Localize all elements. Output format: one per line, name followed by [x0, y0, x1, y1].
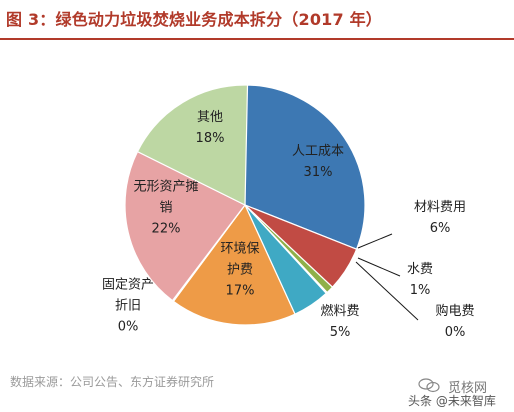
- slice-name-label-4: 购电费: [435, 303, 474, 319]
- slice-value-label-9: 18%: [196, 131, 225, 146]
- chat-bubble-icon: [418, 378, 440, 393]
- slice-name-label-7: 折旧: [115, 299, 141, 314]
- pie-slice-1: [244, 84, 366, 250]
- slice-value-label-4: 0%: [445, 325, 466, 340]
- slice-name-label-2: 材料费用: [414, 200, 466, 215]
- slice-name-label-8: 无形资产摊: [133, 180, 198, 195]
- slice-name-label-7: 固定资产: [102, 278, 154, 293]
- slice-name-label-5: 燃料费: [320, 303, 359, 319]
- pie-slice-8: [124, 150, 246, 302]
- slice-value-label-2: 6%: [430, 221, 451, 236]
- slice-value-label-8: 22%: [152, 222, 181, 237]
- pie-slice-6: [172, 203, 296, 326]
- slice-name-label-1: 人工成本: [292, 144, 344, 159]
- slice-value-label-6: 17%: [226, 284, 255, 299]
- slice-name-label-6: 环境保: [220, 242, 259, 257]
- leader-line-3: [357, 257, 401, 277]
- chart-title: 图 3：绿色动力垃圾焚烧业务成本拆分（2017 年）: [6, 10, 383, 29]
- slice-value-label-7: 0%: [118, 320, 139, 335]
- slice-value-label-5: 5%: [330, 325, 351, 340]
- slice-value-label-3: 1%: [410, 283, 431, 298]
- leader-line-2: [357, 233, 393, 249]
- title-divider: [0, 38, 514, 40]
- slice-name-label-6: 护费: [227, 263, 253, 278]
- leader-line-4: [355, 261, 419, 321]
- source-note: 数据来源：公司公告、东方证券研究所: [10, 375, 215, 389]
- slice-name-label-8: 销: [159, 201, 172, 216]
- slice-value-label-1: 31%: [304, 165, 333, 180]
- watermark-subtext: 头条 @未来智库: [408, 394, 496, 408]
- watermark-text: 觅核网: [448, 381, 488, 396]
- slice-name-label-3: 水费: [407, 262, 433, 277]
- slice-name-label-9: 其他: [197, 110, 223, 125]
- pie-slice-9: [136, 84, 249, 206]
